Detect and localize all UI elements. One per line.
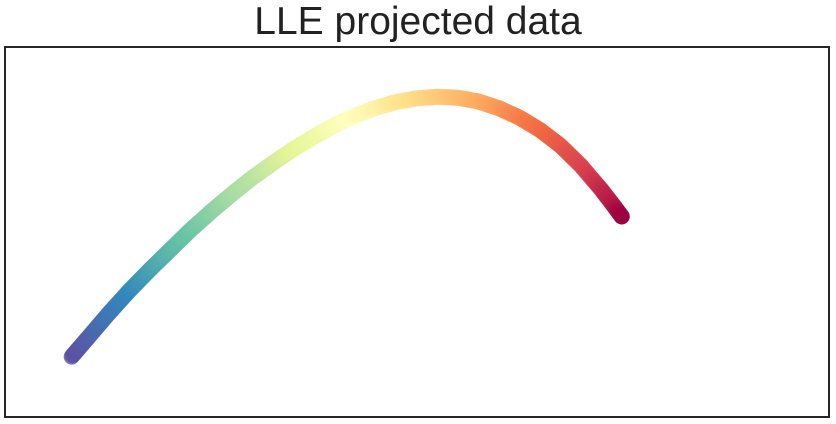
plot-area — [4, 46, 830, 418]
scatter-point — [613, 208, 630, 225]
scatter-plot — [63, 88, 630, 365]
chart-title: LLE projected data — [254, 0, 582, 43]
